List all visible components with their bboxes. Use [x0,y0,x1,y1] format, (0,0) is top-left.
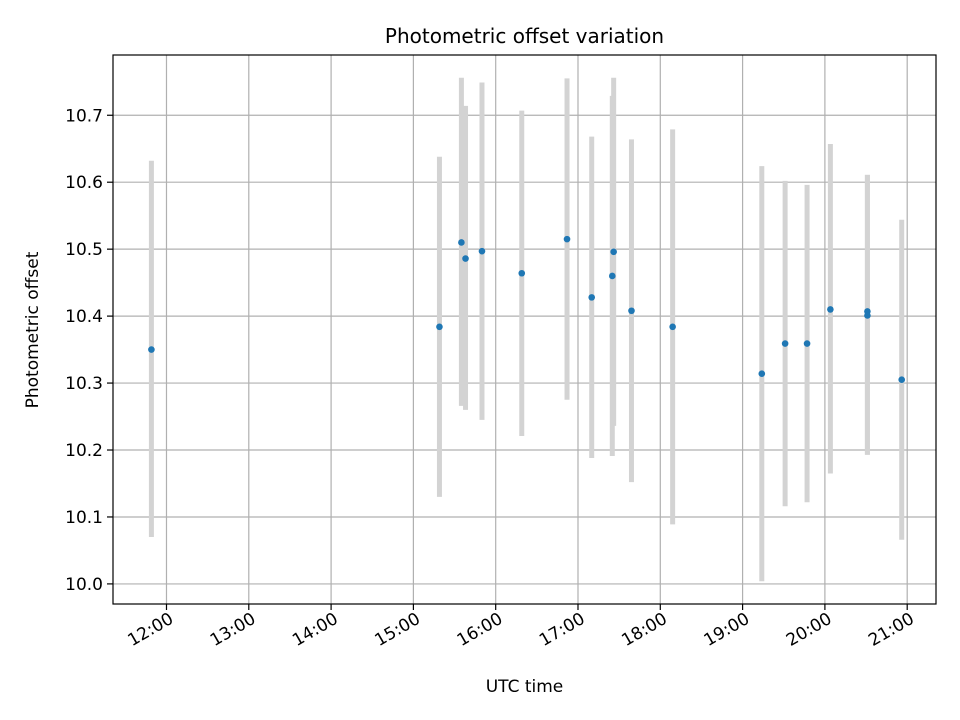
data-point [827,306,834,313]
data-point [669,323,676,331]
x-tick-label: 20:00 [783,609,835,651]
x-tick-label: 15:00 [371,609,423,651]
y-tick-label: 10.0 [65,575,103,595]
data-point [864,312,871,319]
data-point [148,346,155,353]
plot-area-frame [112,54,937,605]
grid [113,55,936,604]
x-axis-label: UTC time [486,677,564,697]
data-point [758,370,766,377]
x-tick-label: 19:00 [701,609,753,651]
data-point [563,235,571,243]
y-axis-ticks: 10.0 10.1 10.2 10.3 10.4 10.5 10.6 10.7 [65,106,113,595]
x-tick-label: 12:00 [125,609,177,651]
data-point [478,247,486,255]
y-tick-label: 10.6 [65,173,103,193]
data-point [462,255,469,262]
y-tick-label: 10.7 [65,106,103,126]
x-tick-label: 21:00 [865,609,917,651]
x-tick-label: 14:00 [289,609,341,651]
data-point [588,294,596,301]
x-tick-label: 18:00 [618,609,670,651]
data-point [608,272,616,280]
data-point [803,340,811,347]
data-point [781,340,789,347]
x-tick-label: 16:00 [454,609,506,651]
data-point [628,307,635,315]
data-point [610,248,617,256]
data-point [458,239,465,246]
y-tick-label: 10.3 [65,374,103,394]
data-point [518,269,526,277]
error-bars [148,77,905,582]
y-axis-label: Photometric offset [23,251,43,408]
y-tick-label: 10.2 [65,441,103,461]
x-axis-ticks: 12:00 13:00 14:00 15:00 16:00 17:00 18:00 19:00… [125,604,918,651]
data-points [148,235,906,384]
data-point [898,376,906,384]
chart-title: Photometric offset variation [385,24,664,48]
x-tick-label: 17:00 [536,609,588,651]
data-point [436,323,443,331]
y-tick-label: 10.1 [65,508,103,528]
x-tick-label: 13:00 [207,609,259,651]
y-tick-label: 10.5 [65,240,103,260]
y-tick-label: 10.4 [65,307,103,327]
